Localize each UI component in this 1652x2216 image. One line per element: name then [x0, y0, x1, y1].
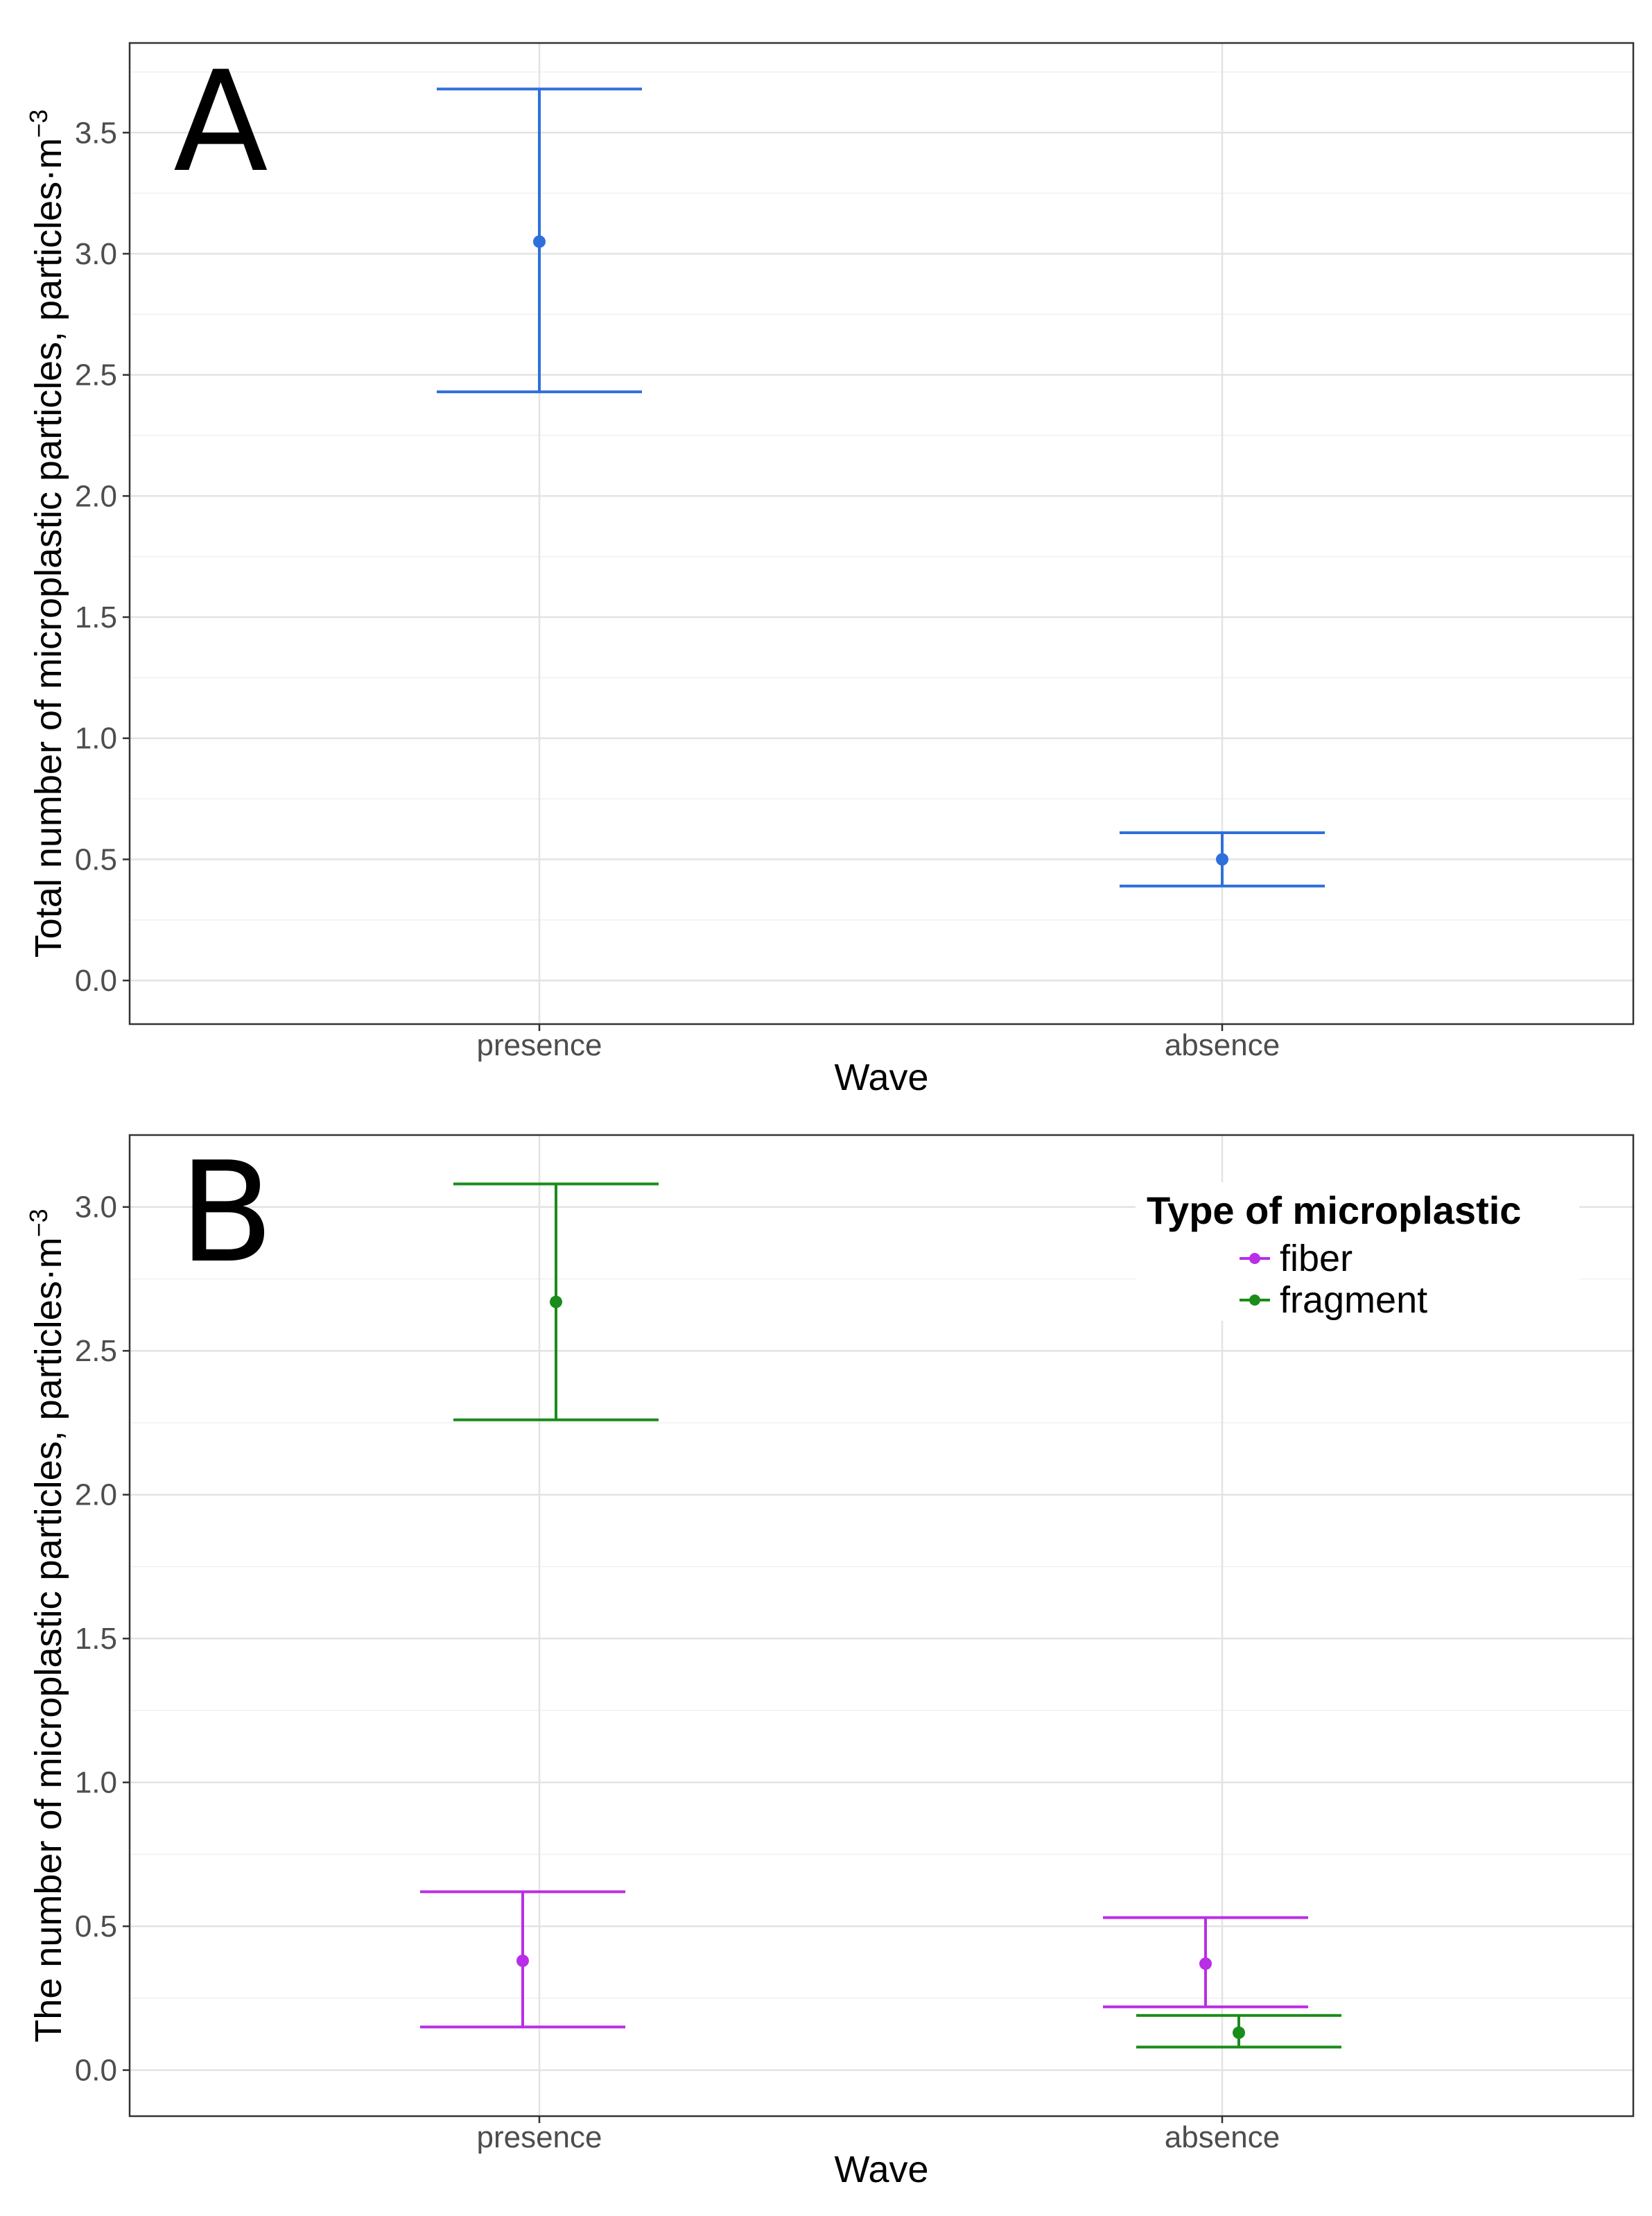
y-axis-title: Total number of microplastic particles, … — [24, 110, 69, 958]
x-axis-title: Wave — [834, 2149, 928, 2190]
panel-letter: A — [173, 42, 268, 203]
y-axis-title-text: The number of microplastic particles, pa… — [28, 1237, 69, 2042]
y-tick-label: 1.5 — [75, 1622, 117, 1656]
legend-background — [1136, 1182, 1579, 1321]
y-axis-title-superscript: −3 — [24, 1209, 53, 1237]
legend-label-fragment: fragment — [1280, 1279, 1427, 1321]
point-fragment-absence — [1233, 2026, 1245, 2039]
y-tick-label: 1.5 — [75, 600, 117, 634]
y-tick-label: 0.5 — [75, 1910, 117, 1944]
y-axis-title-superscript: −3 — [24, 110, 53, 138]
panel-a: 0.0 0.5 1.0 1.5 2.0 2.5 3.0 3.5 presence absence W… — [24, 42, 1635, 1098]
x-axis-title: Wave — [834, 1057, 928, 1098]
y-tick-label: 2.0 — [75, 479, 117, 513]
y-tick-label: 1.0 — [75, 1766, 117, 1800]
y-tick-label: 3.0 — [75, 1191, 117, 1224]
point-fiber-absence — [1199, 1957, 1212, 1971]
legend-label-fiber: fiber — [1280, 1238, 1353, 1279]
x-tick-label: presence — [476, 2120, 602, 2154]
x-tick-label: presence — [476, 1028, 602, 1062]
legend-key-point-fiber — [1249, 1253, 1260, 1264]
point-fiber-presence — [516, 1954, 529, 1967]
y-tick-label: 0.0 — [75, 964, 117, 998]
y-tick-label: 2.0 — [75, 1478, 117, 1512]
panel-b: 0.0 0.5 1.0 1.5 2.0 2.5 3.0 presence absence Wave… — [24, 1132, 1635, 2190]
panel-border — [128, 1134, 1635, 2118]
y-tick-label: 2.5 — [75, 1334, 117, 1368]
legend-key-point-fragment — [1249, 1295, 1260, 1306]
point-total-presence — [533, 235, 546, 248]
y-tick-label: 0.0 — [75, 2054, 117, 2088]
y-tick-label: 3.5 — [75, 116, 117, 150]
y-tick-label: 1.0 — [75, 722, 117, 756]
x-tick-label: absence — [1165, 1028, 1280, 1062]
y-tick-label: 2.5 — [75, 358, 117, 392]
panel-letter: B — [179, 1132, 274, 1294]
y-tick-label: 3.0 — [75, 237, 117, 271]
y-tick-label: 0.5 — [75, 842, 117, 876]
y-axis-title-text: Total number of microplastic particles, … — [28, 138, 69, 958]
point-total-absence — [1216, 853, 1228, 866]
x-tick-label: absence — [1165, 2120, 1280, 2154]
y-axis-title: The number of microplastic particles, pa… — [24, 1209, 69, 2042]
panel-border — [128, 42, 1635, 1025]
legend-title: Type of microplastic — [1147, 1188, 1521, 1232]
point-fragment-presence — [550, 1295, 562, 1308]
